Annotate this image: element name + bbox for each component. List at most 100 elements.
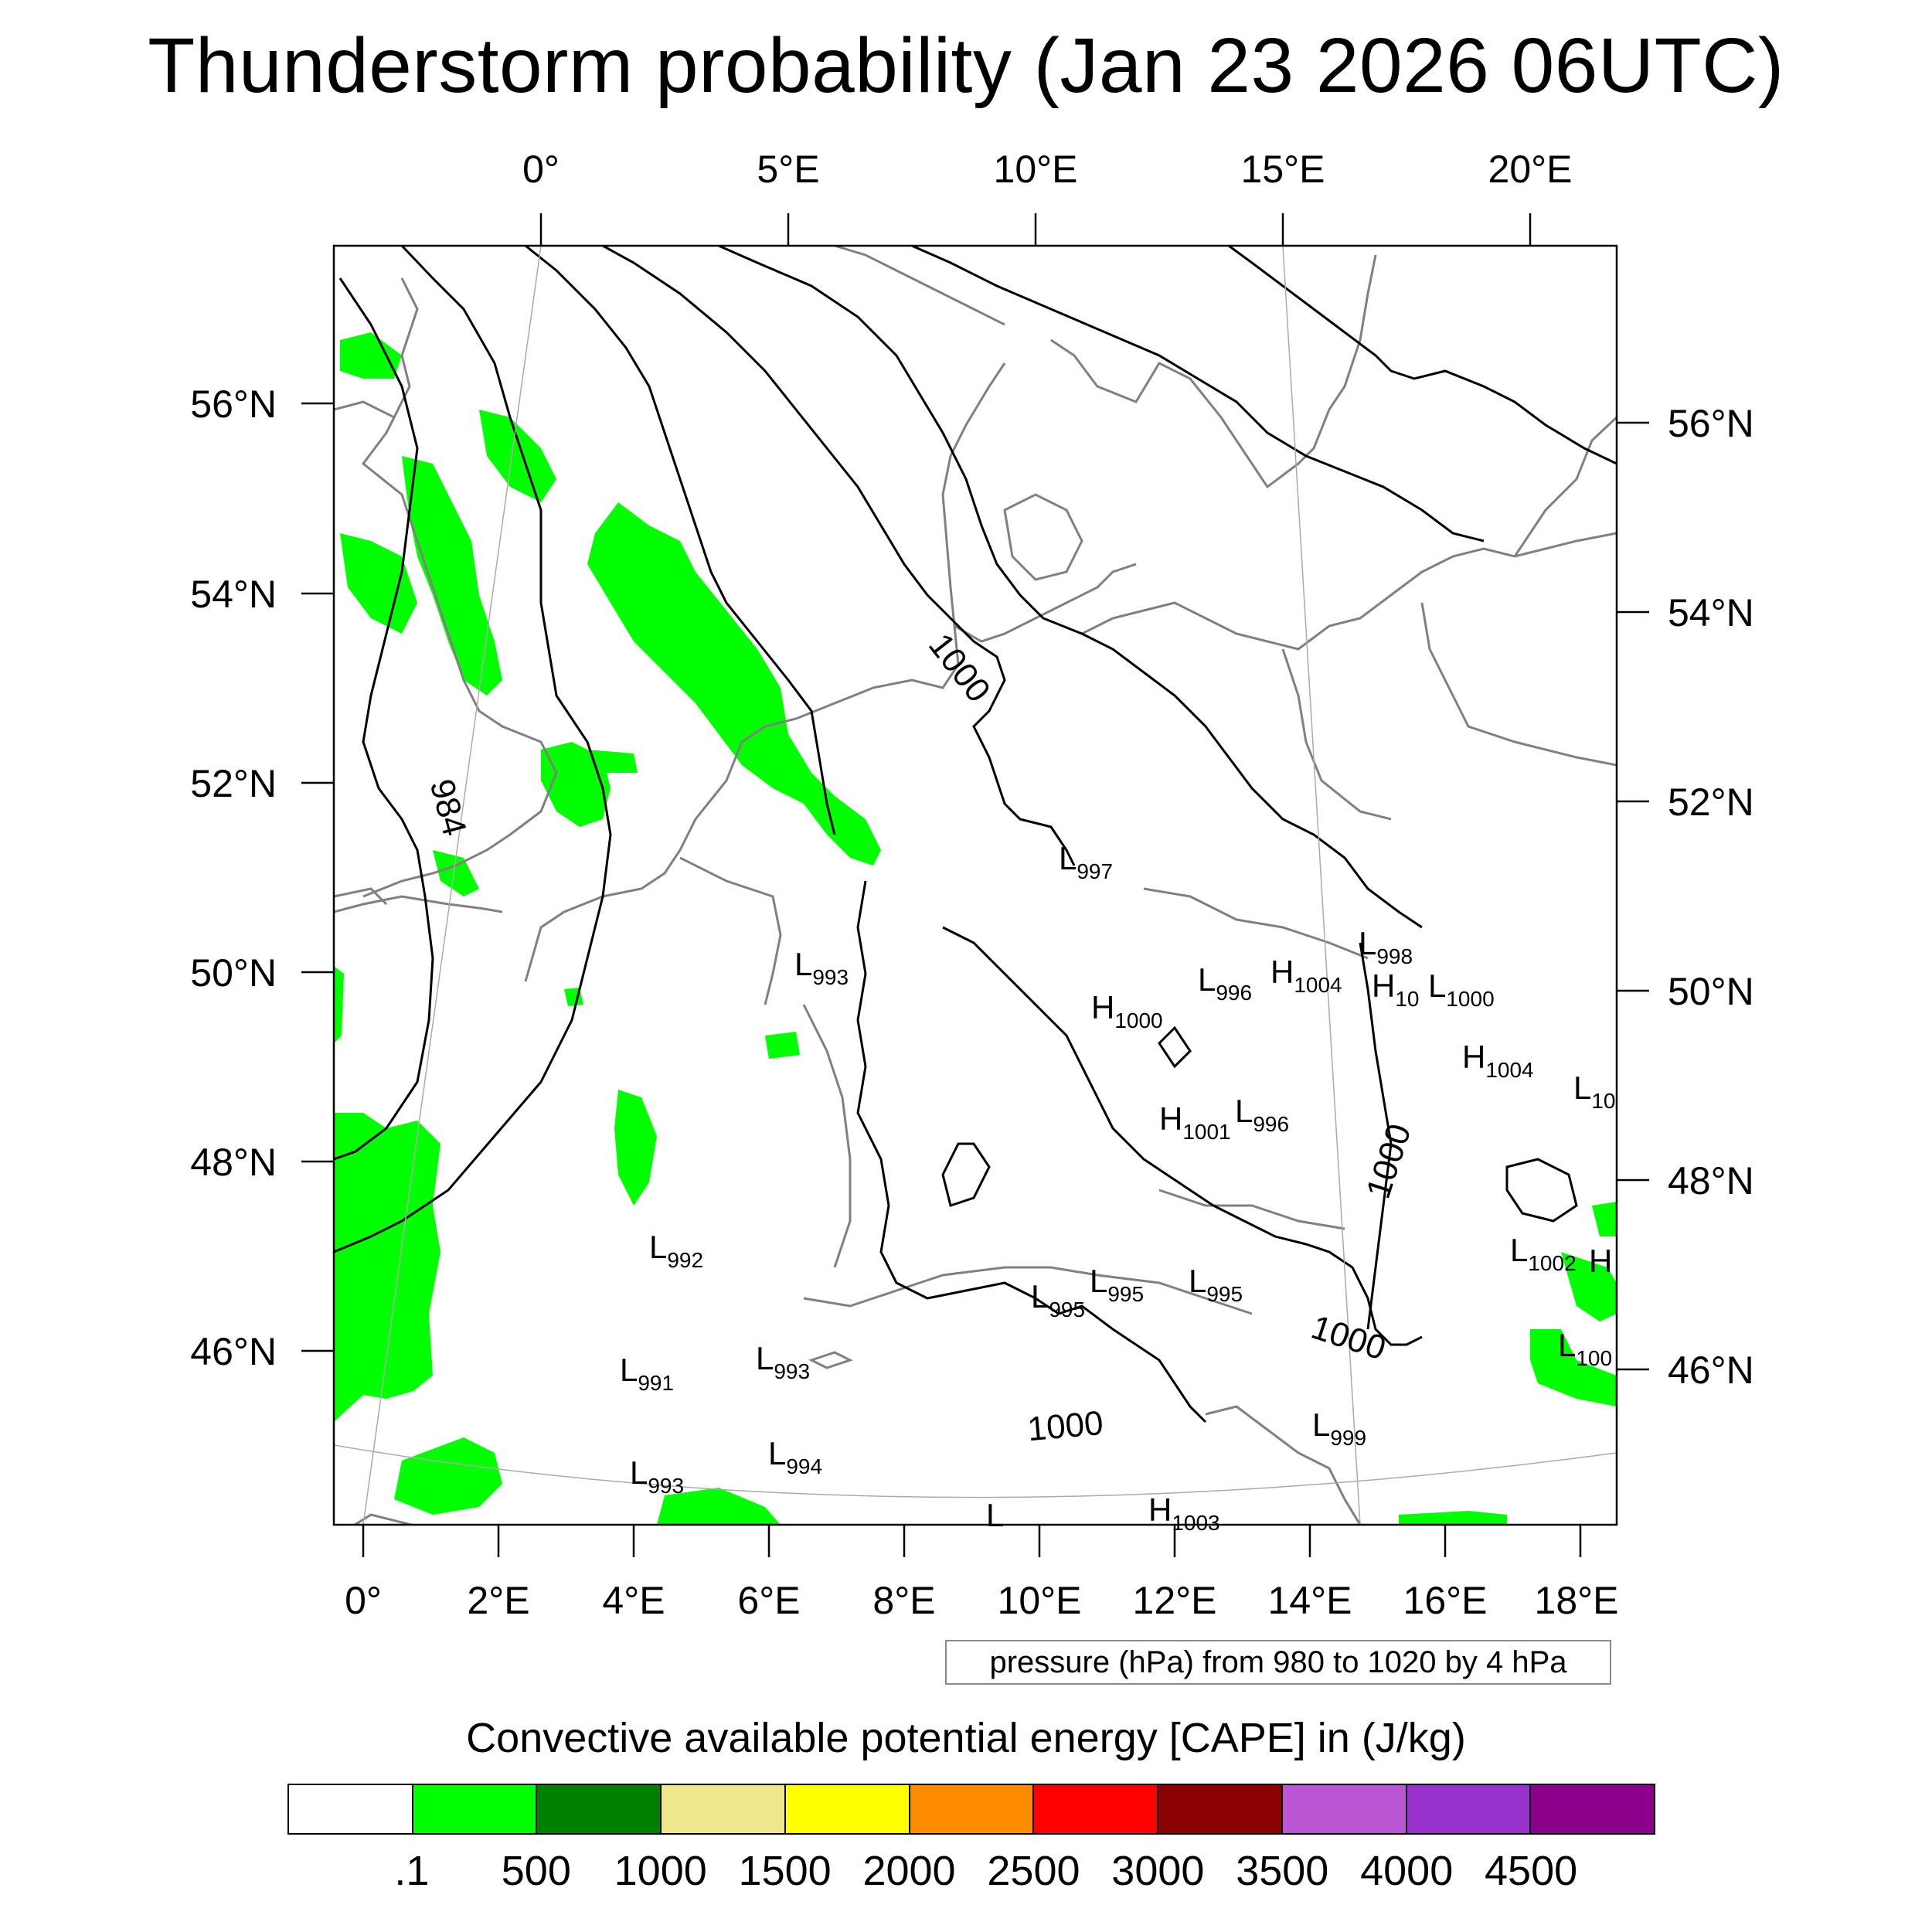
right-lat-50n: 50°N <box>1668 970 1754 1013</box>
border-england-scotland <box>334 400 395 419</box>
border-france-spain <box>352 1513 417 1525</box>
cape-area-west-edge <box>334 966 344 1043</box>
right-lat-56n: 56°N <box>1668 402 1754 445</box>
pressure-center: L992 <box>649 1229 703 1272</box>
pressure-center: H1001 <box>1159 1100 1231 1144</box>
colorbar <box>287 1784 1655 1835</box>
isobar-label-1000-south: 1000 <box>1026 1404 1105 1448</box>
isobar-loop-2 <box>1505 1158 1578 1223</box>
border-czech <box>1143 887 1369 960</box>
cape-area-east-2 <box>1530 1329 1617 1406</box>
top-lon-0: 0° <box>522 148 560 191</box>
cape-area-southeast <box>1399 1511 1507 1525</box>
coastline-jutland <box>954 563 1137 643</box>
bottom-lon-8e: 8°E <box>872 1579 935 1622</box>
colorbar-swatch <box>537 1785 662 1833</box>
pressure-center: H10 <box>1372 968 1420 1011</box>
isobar-996 <box>602 246 1076 866</box>
map-content <box>334 246 1617 1525</box>
cape-area-bay <box>614 1090 657 1206</box>
coastline-adriatic <box>1205 1405 1362 1525</box>
colorbar-label: .1 <box>394 1848 430 1894</box>
left-lat-48n: 48°N <box>190 1141 277 1184</box>
cape-area-main-band <box>587 502 881 866</box>
border-austria <box>1158 1189 1345 1230</box>
pressure-center: L995 <box>1031 1278 1085 1321</box>
cape-area-top-left <box>340 332 402 379</box>
coastline-norway <box>834 246 1005 326</box>
bottom-lon-16e: 16°E <box>1403 1579 1488 1622</box>
isobar-1000-south <box>856 880 1207 1423</box>
left-lat-46n: 46°N <box>190 1330 277 1373</box>
coastline-britain-east <box>361 277 558 898</box>
cape-area-small-3 <box>587 750 638 773</box>
right-lat-46n: 46°N <box>1668 1349 1754 1392</box>
coastline-baltic-south <box>1081 532 1617 651</box>
map-frame <box>332 244 1618 1526</box>
cape-area-cornwall <box>433 850 479 896</box>
colorbar-labels: .1 500 1000 1500 2000 2500 3000 3500 400… <box>0 1847 1932 1901</box>
pressure-center: L995 <box>1189 1263 1243 1306</box>
isobar-984 <box>334 277 434 1161</box>
isobars <box>334 246 1617 1423</box>
coastline-baltic-east <box>1513 416 1617 557</box>
left-lat-54n: 54°N <box>190 573 277 616</box>
isobar-1000-east <box>1359 942 1393 1330</box>
left-lat-labels: 56°N 54°N 52°N 50°N 48°N 46°N <box>190 383 277 1373</box>
pressure-center: L997 <box>1059 840 1113 883</box>
bottom-lon-12e: 12°E <box>1133 1579 1217 1622</box>
pressure-center: H1004 <box>1270 954 1342 997</box>
border-alps <box>803 1266 1253 1315</box>
colorbar-swatch <box>413 1785 538 1833</box>
cape-area-west-coast <box>334 1113 440 1422</box>
colorbar-swatch <box>785 1785 910 1833</box>
colorbar-label: 1000 <box>614 1848 707 1894</box>
pressure-center: L <box>986 1497 1004 1533</box>
border-benelux <box>679 856 782 1005</box>
colorbar-swatch <box>662 1785 786 1833</box>
colorbar-label: 500 <box>501 1848 571 1894</box>
pressure-center: H1000 <box>1091 989 1163 1032</box>
right-lat-54n: 54°N <box>1668 591 1754 634</box>
colorbar-swatch <box>910 1785 1035 1833</box>
cape-area-small-1 <box>765 1032 800 1059</box>
pressure-center: L991 <box>620 1352 674 1395</box>
bottom-lon-0: 0° <box>345 1579 382 1622</box>
colorbar-swatch <box>1531 1785 1655 1833</box>
bottom-lon-10e: 10°E <box>998 1579 1082 1622</box>
pressure-center: L996 <box>1198 961 1252 1005</box>
cape-area-north-band <box>402 456 502 696</box>
pressure-center: L993 <box>756 1340 810 1383</box>
pressure-center: L999 <box>1312 1406 1366 1450</box>
cape-area-mid-west <box>340 533 417 634</box>
colorbar-label: 3000 <box>1111 1848 1205 1894</box>
bottom-lon-14e: 14°E <box>1268 1579 1352 1622</box>
pressure-center: H1004 <box>1462 1039 1534 1082</box>
pressure-center: L993 <box>630 1454 684 1498</box>
cape-area-south-2 <box>657 1488 781 1525</box>
pressure-center: H1003 <box>1148 1492 1220 1535</box>
border-france-germany <box>802 1004 852 1268</box>
pressure-center: L100 <box>1558 1327 1612 1370</box>
left-lat-56n: 56°N <box>190 383 277 426</box>
isobar-loop-1 <box>941 1142 991 1207</box>
bottom-lon-4e: 4°E <box>602 1579 665 1622</box>
axis-ticks <box>301 213 1649 1557</box>
colorbar-label: 1500 <box>738 1848 832 1894</box>
coastline-continent <box>524 362 1006 982</box>
isobar-1004 <box>911 246 1485 543</box>
meridian-0 <box>362 246 542 1525</box>
graticule <box>334 246 1617 1525</box>
right-lat-labels: 56°N 54°N 52°N 50°N 48°N 46°N <box>1668 402 1754 1392</box>
left-lat-52n: 52°N <box>190 762 277 805</box>
border-poland-east <box>1420 602 1617 767</box>
isobar-1008 <box>1228 246 1617 465</box>
pressure-center: L995 <box>1090 1263 1144 1306</box>
cape-area-upper-middle <box>479 410 556 502</box>
colorbar-swatch <box>1034 1785 1159 1833</box>
colorbar-label: 2500 <box>987 1848 1080 1894</box>
colorbar-title: Convective available potential energy [C… <box>466 1715 1466 1761</box>
isobar-988 <box>334 246 612 1253</box>
border-mainland-wales <box>334 887 388 906</box>
